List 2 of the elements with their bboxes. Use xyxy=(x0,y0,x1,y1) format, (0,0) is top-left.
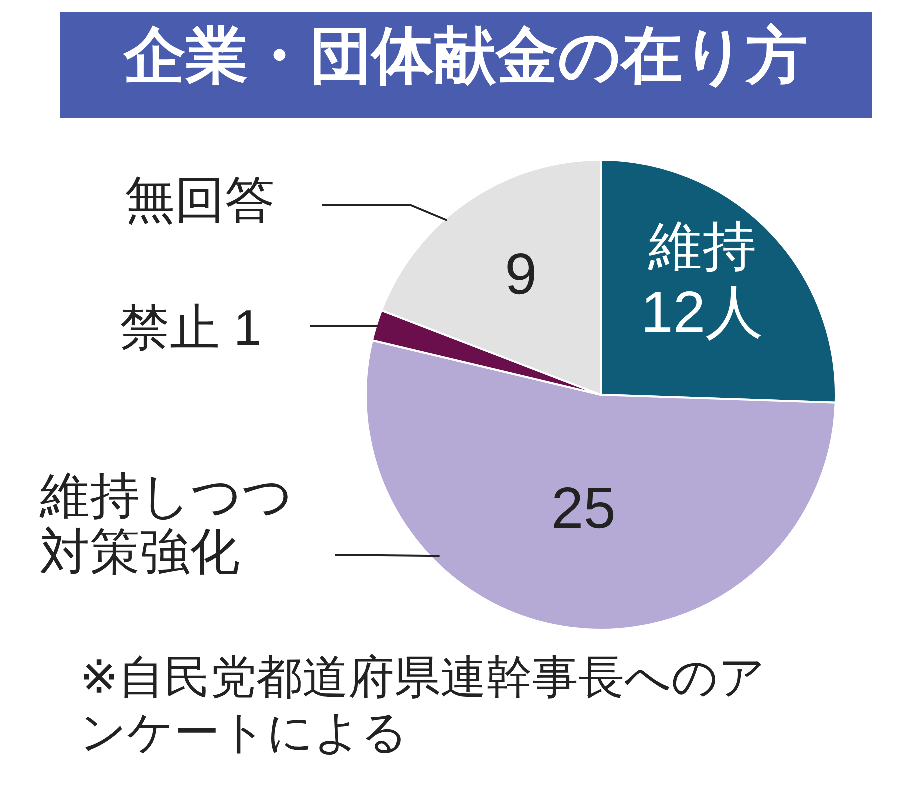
title: 企業・団体献金の在り方 xyxy=(122,22,809,92)
annotation: ※自民党都道府県連幹事長へのアンケートによる xyxy=(80,650,767,760)
